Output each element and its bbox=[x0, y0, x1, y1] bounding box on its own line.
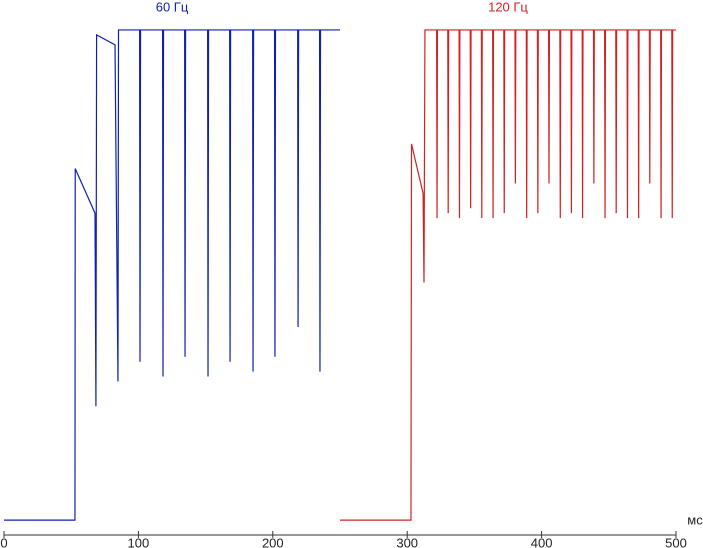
x-axis-label: мс bbox=[687, 512, 703, 527]
series-label: 60 Гц bbox=[156, 0, 189, 14]
x-tick-label: 0 bbox=[0, 535, 7, 548]
x-tick-label: 100 bbox=[128, 535, 150, 548]
x-tick-label: 300 bbox=[396, 535, 418, 548]
x-tick-label: 200 bbox=[262, 535, 284, 548]
series-label: 120 Гц bbox=[488, 0, 528, 14]
x-tick-label: 400 bbox=[531, 535, 553, 548]
x-tick-label: 500 bbox=[665, 535, 687, 548]
series-line bbox=[340, 29, 676, 521]
series-line bbox=[4, 29, 340, 521]
